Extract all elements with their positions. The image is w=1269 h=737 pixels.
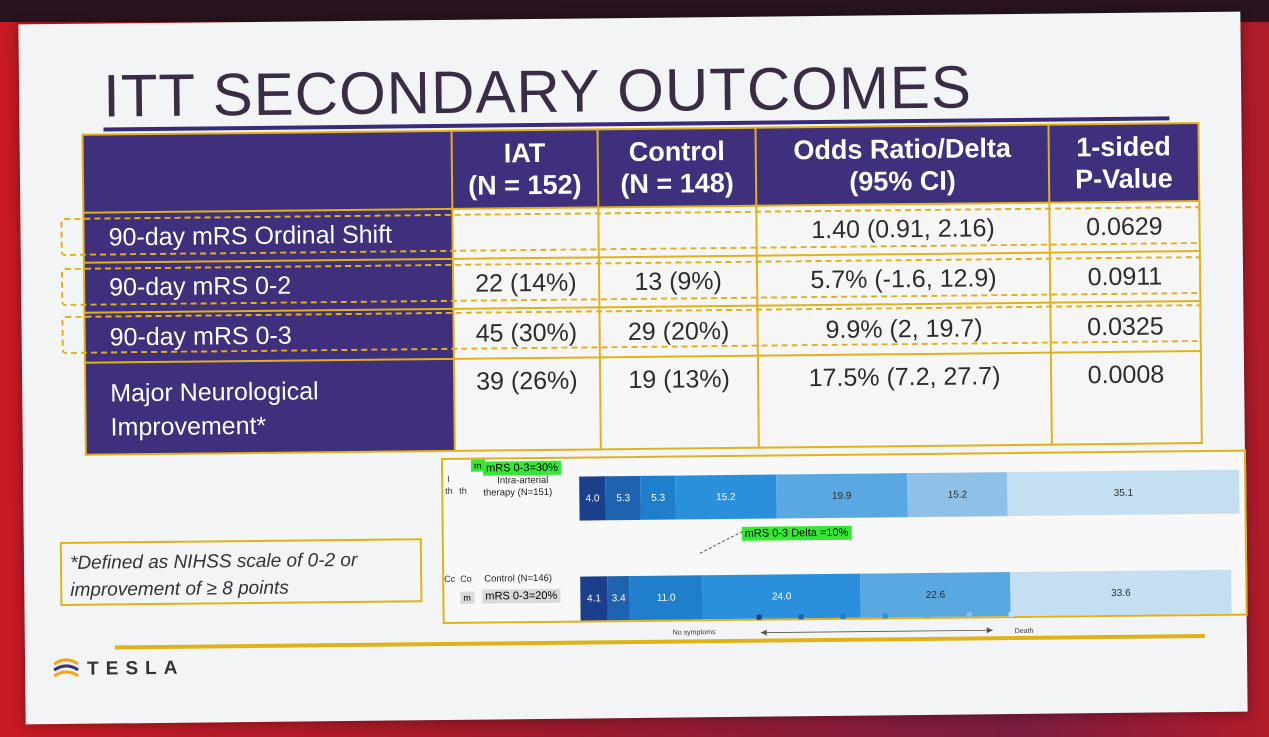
bar-segment-label: 33.6 [1111,587,1131,599]
legend-marker-3: 3 [882,613,888,620]
footnote-line-2: improvement of ≥ 8 points [70,577,289,601]
cell-p-value: 0.0008 [1050,351,1202,445]
brand-name: TESLA [87,657,185,680]
header-iat: IAT (N = 152) [451,129,599,209]
legend-marker-0: 0 [756,614,762,622]
cell-iat: 39 (26%) [453,357,601,451]
row-label-neuro-improvement: Major Neurological Improvement* [84,358,455,455]
bar-segment-mrs-6: 35.1 [1007,469,1240,517]
bar-segment-label: 4.1 [586,592,601,604]
legend-marker-2: 2 [840,613,846,621]
bar-segment-label: 19.9 [831,490,852,502]
tesla-logo: TESLA [51,655,185,684]
bar-segment-mrs-1: 5.3 [605,475,641,521]
slide: ITT SECONDARY OUTCOMES IAT (N = 152) Cont… [18,11,1248,725]
chart-legend: No symptoms Death 0123456 [585,609,1065,644]
bar-segment-label: 24.0 [771,590,792,603]
table-row: Major Neurological Improvement* 39 (26%) … [84,351,1202,455]
header-odds-ratio: Odds Ratio/Delta (95% CI) [755,124,1049,206]
footnote-line-1: *Defined as NIHSS scale of 0-2 or [69,549,358,574]
bar-segment-label: 5.3 [616,492,631,504]
bar-segment-label: 3.4 [611,592,626,604]
bar-segment-label: 4.0 [585,492,600,505]
cell-control: 19 (13%) [599,355,760,450]
header-p-value: 1-sided P-Value [1048,123,1200,203]
table-header-row: IAT (N = 152) Control (N = 148) Odds Ratio… [82,123,1200,213]
footnote: *Defined as NIHSS scale of 0-2 or improv… [59,538,423,607]
bar-segment-mrs-3: 15.2 [675,474,777,520]
legend-marker-4: 4 [924,612,930,620]
legend-arrow [760,627,993,636]
bar-segment-mrs-5: 15.2 [907,472,1008,518]
bar-segment-label: 15.2 [716,491,736,503]
bar-segment-mrs-2: 5.3 [640,475,676,520]
legend-marker-5: 5 [966,612,972,620]
bar-segment-mrs-4: 19.9 [775,473,908,519]
delta-line [699,530,744,554]
iat-bar: 4.0 5.3 5.3 15.2 19.9 15.2 35.1 [579,469,1240,521]
bar-segment-mrs-0: 4.0 [579,476,606,521]
tesla-logo-icon [53,658,80,678]
bar-segment-label: 35.1 [1113,487,1134,499]
bar-segment-label: 5.3 [651,492,666,504]
mrs-distribution-chart: I th th m Cc Co m mRS 0-3=30% Intra-arte… [440,449,1248,625]
bar-segment-label: 15.2 [947,489,968,501]
header-blank [82,130,452,213]
bar-segment-label: 11.0 [656,592,676,604]
cell-ratio: 17.5% (7.2, 27.7) [758,352,1052,448]
header-control: Control (N = 148) [597,127,757,208]
legend-marker-6: 6 [1008,612,1014,619]
bar-segment-label: 22.6 [925,589,946,601]
legend-marker-1: 1 [798,614,804,621]
